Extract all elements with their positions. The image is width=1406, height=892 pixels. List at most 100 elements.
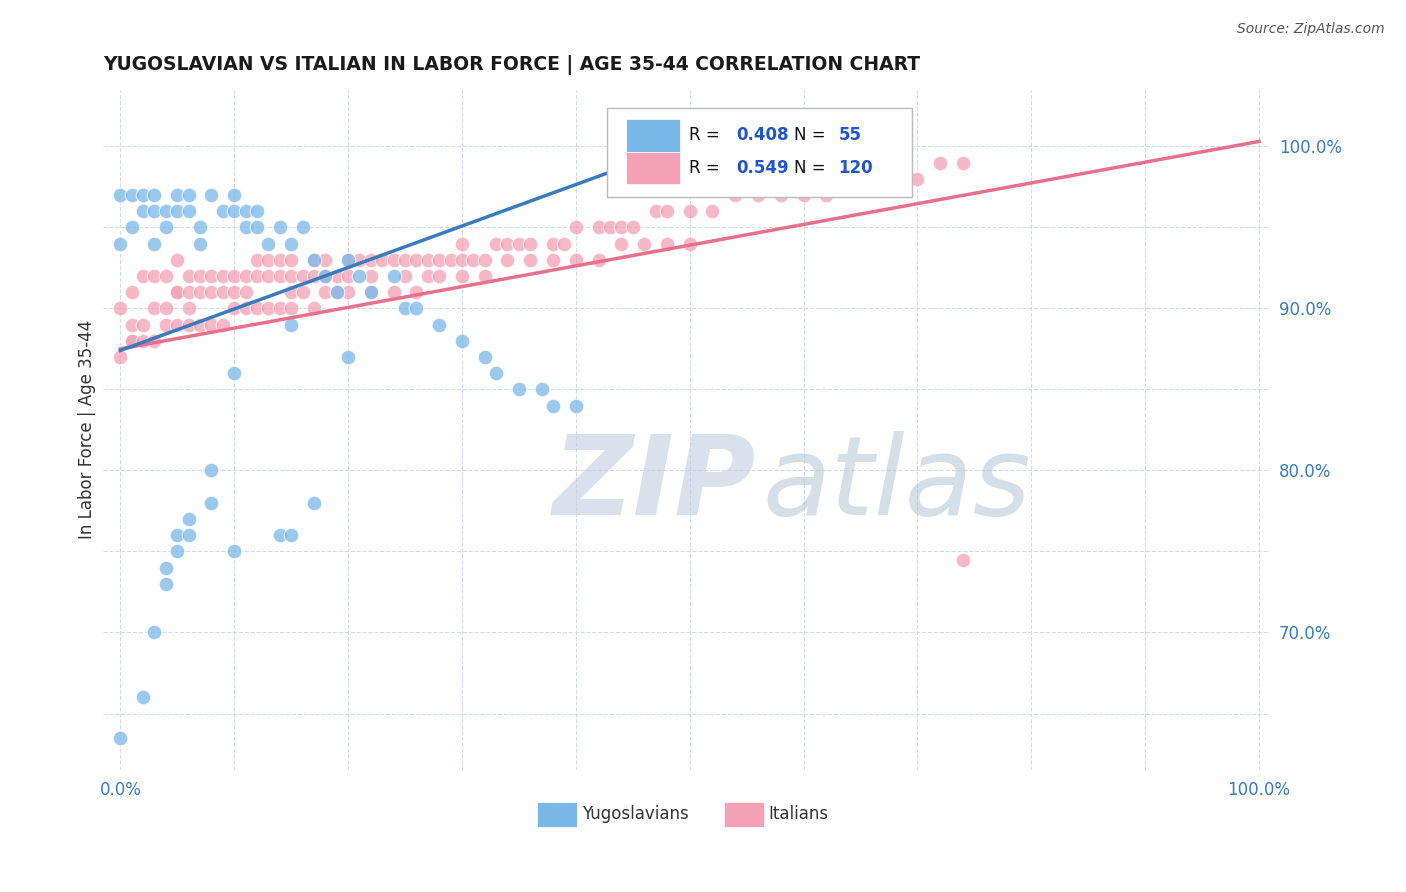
Point [257, 252, 280, 267]
Point [541, 399, 564, 413]
Point [769, 188, 792, 202]
Point [188, 236, 211, 251]
Point [860, 171, 883, 186]
Text: Yugoslavians: Yugoslavians [582, 805, 689, 823]
Point [633, 236, 655, 251]
Point [325, 268, 347, 283]
Text: 120: 120 [838, 159, 873, 177]
Point [200, 268, 222, 283]
Point [405, 301, 427, 316]
FancyBboxPatch shape [607, 108, 912, 197]
Text: 0.408: 0.408 [735, 126, 789, 145]
Point [451, 252, 474, 267]
Point [349, 268, 371, 283]
Point [314, 268, 336, 283]
Text: YUGOSLAVIAN VS ITALIAN IN LABOR FORCE | AGE 35-44 CORRELATION CHART: YUGOSLAVIAN VS ITALIAN IN LABOR FORCE | … [103, 55, 921, 75]
Point [382, 268, 405, 283]
Point [496, 252, 519, 267]
Point [485, 366, 508, 380]
FancyBboxPatch shape [537, 802, 576, 828]
Point [224, 285, 246, 300]
Point [325, 285, 347, 300]
Point [177, 285, 200, 300]
Point [166, 285, 188, 300]
Point [143, 268, 166, 283]
Point [143, 334, 166, 348]
Point [143, 236, 166, 251]
Point [177, 528, 200, 542]
Point [508, 383, 530, 397]
Point [166, 318, 188, 332]
Point [416, 268, 439, 283]
Point [508, 236, 530, 251]
Point [427, 252, 450, 267]
Point [269, 301, 291, 316]
Point [724, 188, 747, 202]
Point [349, 252, 371, 267]
Point [451, 268, 474, 283]
Point [257, 268, 280, 283]
Point [188, 268, 211, 283]
Point [246, 220, 269, 235]
Point [143, 204, 166, 219]
Point [110, 731, 132, 745]
Point [224, 301, 246, 316]
Point [224, 544, 246, 558]
Point [211, 285, 233, 300]
Point [325, 285, 347, 300]
Point [166, 544, 188, 558]
Point [246, 301, 269, 316]
Point [200, 188, 222, 202]
Point [246, 204, 269, 219]
Point [337, 252, 360, 267]
Point [143, 188, 166, 202]
Text: Italians: Italians [769, 805, 828, 823]
Point [427, 318, 450, 332]
Point [883, 171, 905, 186]
Point [702, 204, 724, 219]
Point [302, 252, 325, 267]
Point [257, 301, 280, 316]
Text: N =: N = [794, 159, 831, 177]
Point [541, 252, 564, 267]
Point [280, 236, 302, 251]
Point [371, 252, 394, 267]
Text: R =: R = [689, 126, 725, 145]
Point [302, 301, 325, 316]
Point [155, 560, 177, 574]
Point [280, 301, 302, 316]
Point [793, 188, 815, 202]
Point [155, 220, 177, 235]
Point [679, 204, 702, 219]
Point [952, 155, 974, 169]
Point [405, 285, 427, 300]
Point [599, 220, 621, 235]
Point [655, 204, 678, 219]
Point [679, 139, 702, 153]
Point [588, 220, 610, 235]
Point [166, 528, 188, 542]
Text: N =: N = [794, 126, 831, 145]
Point [280, 528, 302, 542]
Point [302, 496, 325, 510]
Point [155, 268, 177, 283]
Point [907, 171, 929, 186]
Point [474, 268, 496, 283]
Point [427, 268, 450, 283]
Point [621, 220, 644, 235]
Point [439, 252, 461, 267]
Point [200, 463, 222, 477]
Point [337, 285, 360, 300]
Point [394, 268, 416, 283]
Point [177, 512, 200, 526]
Point [474, 350, 496, 364]
Point [132, 204, 155, 219]
Point [291, 285, 314, 300]
Point [269, 252, 291, 267]
Point [132, 268, 155, 283]
Point [929, 155, 952, 169]
Point [360, 285, 382, 300]
Point [337, 268, 360, 283]
Point [132, 690, 155, 705]
Point [257, 236, 280, 251]
